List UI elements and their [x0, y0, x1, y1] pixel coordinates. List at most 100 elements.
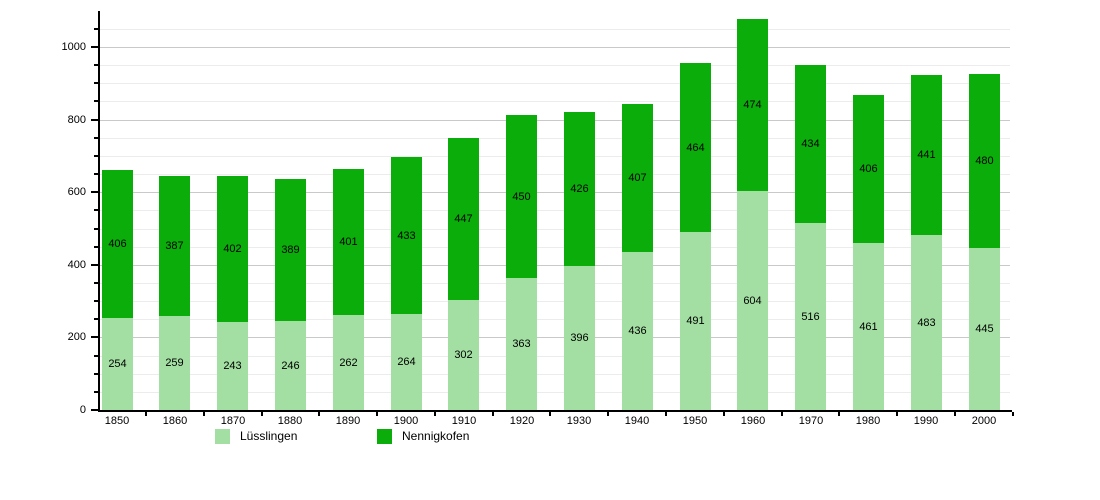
gridline — [100, 83, 1010, 84]
bar-segment-lusslingen: 259 — [159, 316, 190, 410]
y-tick — [94, 155, 98, 157]
bar-segment-lusslingen: 461 — [853, 243, 884, 410]
bar-segment-lusslingen: 262 — [333, 315, 364, 410]
bar-value-label: 302 — [454, 349, 473, 361]
gridline — [100, 247, 1010, 248]
y-tick — [94, 246, 98, 248]
bar-value-label: 461 — [859, 320, 878, 333]
x-tick-label: 1960 — [740, 415, 766, 427]
bar-segment-nennigkofen: 434 — [795, 65, 826, 223]
x-tick-label: 1880 — [277, 415, 303, 427]
bar-segment-nennigkofen: 474 — [737, 19, 768, 191]
bar-value-label: 604 — [743, 294, 762, 307]
bar-value-label: 254 — [108, 358, 127, 370]
x-tick-label: 1970 — [798, 415, 824, 427]
x-tick-label: 1940 — [624, 415, 650, 427]
bar-segment-nennigkofen: 406 — [853, 95, 884, 243]
x-tick-label: 1920 — [509, 415, 535, 427]
x-tick — [838, 412, 840, 416]
bar-value-label: 483 — [917, 316, 936, 329]
gridline — [100, 210, 1010, 211]
gridline — [100, 120, 1010, 121]
gridline — [100, 65, 1010, 66]
gridline — [100, 174, 1010, 175]
bar-segment-lusslingen: 396 — [564, 266, 595, 410]
x-tick — [203, 412, 205, 416]
gridline — [100, 229, 1010, 230]
y-tick — [94, 373, 98, 375]
y-tick — [91, 264, 98, 266]
y-tick-label: 600 — [67, 186, 86, 198]
bar-value-label: 436 — [628, 325, 647, 337]
x-tick — [492, 412, 494, 416]
y-tick — [94, 228, 98, 230]
x-tick — [665, 412, 667, 416]
y-tick — [94, 82, 98, 84]
x-tick — [145, 412, 147, 416]
bar-segment-lusslingen: 445 — [969, 248, 1000, 410]
bar-value-label: 389 — [281, 244, 300, 256]
bar-segment-lusslingen: 436 — [622, 252, 653, 410]
bar-segment-nennigkofen: 447 — [448, 138, 479, 300]
gridline — [100, 283, 1010, 284]
y-tick — [94, 282, 98, 284]
bar-segment-nennigkofen: 407 — [622, 104, 653, 252]
bar-value-label: 406 — [108, 238, 127, 250]
bar-value-label: 434 — [801, 138, 820, 150]
bar-value-label: 401 — [339, 236, 358, 248]
legend-swatch-lusslingen — [215, 428, 230, 444]
bar-value-label: 262 — [339, 356, 358, 369]
x-tick — [1012, 412, 1014, 416]
legend-item-nennigkofen: Nennigkofen — [377, 428, 469, 444]
gridline — [100, 337, 1010, 338]
gridline — [100, 392, 1010, 393]
y-tick — [94, 100, 98, 102]
x-tick-label: 1870 — [220, 415, 246, 427]
gridline — [100, 356, 1010, 357]
y-tick — [94, 64, 98, 66]
bar-value-label: 387 — [165, 240, 184, 252]
x-tick — [434, 412, 436, 416]
y-tick — [91, 191, 98, 193]
bar-value-label: 407 — [628, 172, 647, 184]
x-tick-label: 1930 — [566, 415, 592, 427]
x-tick — [781, 412, 783, 416]
bar-segment-nennigkofen: 480 — [969, 74, 1000, 248]
bar-value-label: 243 — [223, 360, 242, 372]
legend-item-lusslingen: Lüsslingen — [215, 428, 297, 444]
gridline — [100, 138, 1010, 139]
bar-segment-lusslingen: 516 — [795, 223, 826, 410]
bar-segment-nennigkofen: 450 — [506, 115, 537, 278]
bar-segment-nennigkofen: 426 — [564, 112, 595, 266]
x-tick — [954, 412, 956, 416]
bar-segment-nennigkofen: 401 — [333, 169, 364, 315]
gridline — [100, 156, 1010, 157]
legend-label-lusslingen: Lüsslingen — [240, 429, 298, 443]
bar-segment-lusslingen: 264 — [391, 314, 422, 410]
bar-value-label: 441 — [917, 149, 936, 161]
legend-label-nennigkofen: Nennigkofen — [402, 429, 470, 443]
bar-value-label: 363 — [512, 338, 531, 350]
bar-value-label: 445 — [975, 323, 994, 335]
bar-value-label: 450 — [512, 190, 531, 203]
gridline — [100, 101, 1010, 102]
x-tick — [318, 412, 320, 416]
y-tick-label: 200 — [67, 331, 86, 343]
bar-segment-nennigkofen: 402 — [217, 176, 248, 322]
x-tick — [261, 412, 263, 416]
bar-value-label: 426 — [570, 183, 589, 195]
gridline — [100, 265, 1010, 266]
y-tick-label: 0 — [79, 404, 86, 416]
y-tick — [91, 336, 98, 338]
x-tick-label: 1900 — [393, 415, 419, 427]
y-tick-label: 1000 — [61, 41, 86, 53]
bar-segment-lusslingen: 246 — [275, 321, 306, 410]
bar-segment-nennigkofen: 464 — [680, 63, 711, 232]
x-tick-label: 1950 — [682, 415, 708, 427]
bar-value-label: 491 — [686, 315, 705, 327]
bar-value-label: 516 — [801, 310, 820, 323]
x-tick — [723, 412, 725, 416]
x-tick-label: 1990 — [913, 415, 939, 427]
bar-segment-nennigkofen: 387 — [159, 176, 190, 316]
gridline — [100, 29, 1010, 30]
